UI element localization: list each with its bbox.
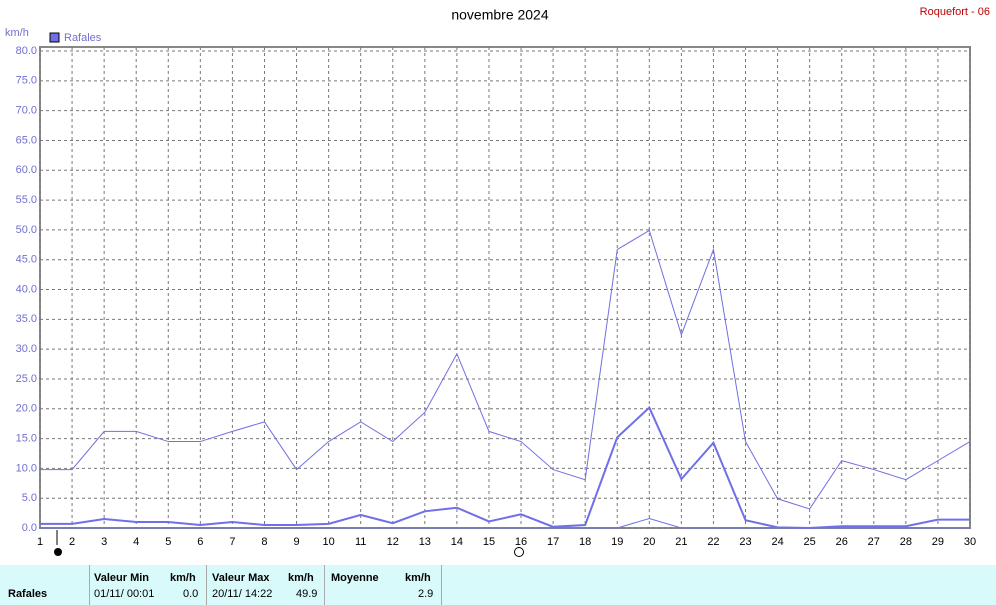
x-tick-label: 24 xyxy=(771,536,783,548)
x-tick-label: 8 xyxy=(261,536,267,548)
x-tick-label: 13 xyxy=(419,536,431,548)
header: Valeur Max xyxy=(212,572,270,584)
y-tick-label: 65.0 xyxy=(16,134,37,146)
y-tick-label: 70.0 xyxy=(16,105,37,117)
separator xyxy=(324,565,325,605)
y-tick-label: 40.0 xyxy=(16,283,37,295)
x-tick-label: 26 xyxy=(836,536,848,548)
x-tick-label: 21 xyxy=(675,536,687,548)
plot-frame xyxy=(39,46,971,529)
y-tick-label: 75.0 xyxy=(16,75,37,87)
x-tick-label: 29 xyxy=(932,536,944,548)
x-tick-label: 1 xyxy=(37,536,43,548)
y-tick-label: 60.0 xyxy=(16,164,37,176)
x-tick-label: 15 xyxy=(483,536,495,548)
legend-label: Rafales xyxy=(64,32,102,44)
x-tick-label: 30 xyxy=(964,536,976,548)
x-tick-label: 16 xyxy=(515,536,527,548)
x-tick-label: 11 xyxy=(355,536,366,548)
y-tick-label: 45.0 xyxy=(16,254,37,266)
x-tick-label: 27 xyxy=(868,536,880,548)
row-label: Rafales xyxy=(8,588,48,600)
new-moon-icon xyxy=(54,548,62,556)
y-tick-label: 0.0 xyxy=(22,522,37,534)
x-tick-label: 5 xyxy=(165,536,171,548)
y-tick-label: 50.0 xyxy=(16,224,37,236)
x-tick-label: 19 xyxy=(611,536,623,548)
header: Valeur Min xyxy=(94,572,150,584)
x-tick-label: 9 xyxy=(293,536,299,548)
header: km/h xyxy=(288,572,314,584)
separator xyxy=(89,565,90,605)
x-tick-label: 3 xyxy=(101,536,107,548)
series-line xyxy=(40,229,971,510)
legend-swatch xyxy=(49,32,60,43)
x-tick-label: 17 xyxy=(547,536,559,548)
x-tick-label: 25 xyxy=(804,536,816,548)
series-line xyxy=(40,405,970,530)
x-tick-label: 2 xyxy=(69,536,75,548)
station-name: Roquefort - 06 xyxy=(920,6,990,18)
x-tick-label: 12 xyxy=(387,536,399,548)
y-tick-label: 35.0 xyxy=(16,313,37,325)
y-tick-label: 25.0 xyxy=(16,373,37,385)
cell: 20/11/ 14:22 xyxy=(212,588,273,600)
y-tick-label: 55.0 xyxy=(16,194,37,206)
cell: 2.9 xyxy=(418,588,434,600)
header: km/h xyxy=(405,572,431,584)
y-tick-label: 30.0 xyxy=(16,343,37,355)
x-tick-label: 22 xyxy=(707,536,719,548)
x-tick-label: 10 xyxy=(322,536,334,548)
chart-title: novembre 2024 xyxy=(451,7,549,23)
summary-table: Rafales Valeur Min km/h 01/11/ 00:01 0.0… xyxy=(0,565,996,605)
x-tick-label: 4 xyxy=(133,536,139,548)
y-tick-label: 80.0 xyxy=(16,45,37,57)
y-axis-unit: km/h xyxy=(5,27,29,39)
y-tick-label: 10.0 xyxy=(16,462,37,474)
x-tick-label: 20 xyxy=(643,536,655,548)
y-tick-label: 5.0 xyxy=(22,492,37,504)
x-tick-label: 23 xyxy=(739,536,751,548)
series-line xyxy=(40,517,970,529)
x-tick-label: 7 xyxy=(229,536,235,548)
separator xyxy=(441,565,442,605)
cell: 49.9 xyxy=(296,588,318,600)
header: Moyenne xyxy=(331,572,379,584)
y-tick-label: 15.0 xyxy=(16,432,37,444)
y-tick-label: 20.0 xyxy=(16,403,37,415)
x-tick-label: 18 xyxy=(579,536,591,548)
full-moon-icon xyxy=(514,547,524,557)
x-tick-label: 28 xyxy=(900,536,912,548)
x-tick-label: 6 xyxy=(197,536,203,548)
x-tick-label: 14 xyxy=(451,536,463,548)
header: km/h xyxy=(170,572,196,584)
chart: novembre 2024 Roquefort - 06 km/h Rafale… xyxy=(5,6,990,557)
cell: 0.0 xyxy=(183,588,199,600)
cell: 01/11/ 00:01 xyxy=(94,588,155,600)
separator xyxy=(206,565,207,605)
